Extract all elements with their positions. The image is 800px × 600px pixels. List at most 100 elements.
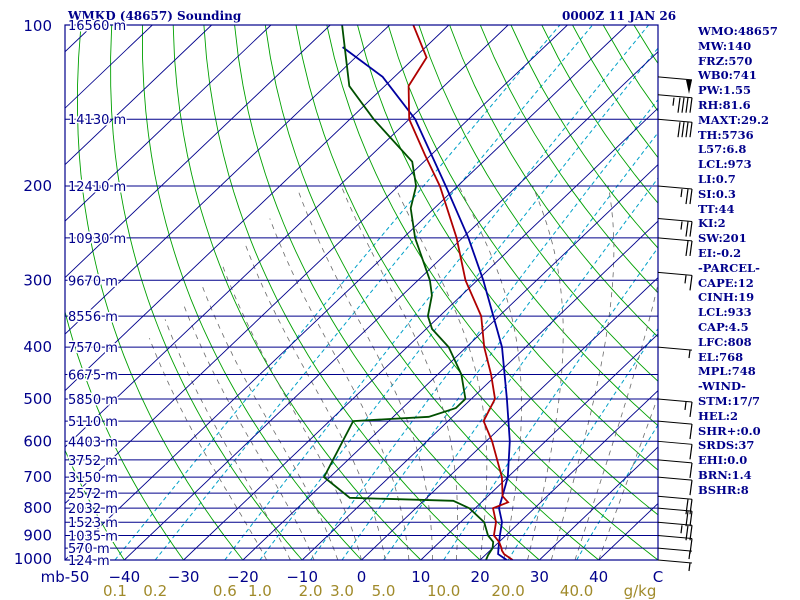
index-row: MAXT:29.2 <box>698 112 769 127</box>
isotherm <box>183 107 658 560</box>
wind-barb-feather <box>685 499 689 515</box>
moist-adiabat <box>164 319 291 560</box>
height-label: 3150 m <box>68 471 118 486</box>
index-row: RH:81.6 <box>698 97 751 112</box>
temperature-tick-label: −30 <box>168 568 200 586</box>
mixing-ratio-line <box>259 47 658 560</box>
height-label: 1035 m <box>68 530 118 545</box>
wind-barb-feather <box>689 401 693 418</box>
mixing-ratio-label: 5.0 <box>372 582 396 600</box>
index-row: TH:5736 <box>698 127 754 142</box>
index-row: FRZ:570 <box>698 53 753 68</box>
height-label: 12410 m <box>68 180 126 195</box>
pressure-labels: 100 200 300 400 500 600 700 800 900 1000 <box>14 17 52 568</box>
wind-barb-feather <box>689 240 693 256</box>
wind-barb-staff <box>657 185 693 190</box>
wind-barb-staff <box>657 507 693 512</box>
moist-adiabat <box>182 302 315 560</box>
temperature-tick-label: 0 <box>357 568 367 586</box>
index-row: SRDS:37 <box>698 438 755 453</box>
profiles <box>322 25 514 560</box>
wind-barb-staff <box>657 559 693 564</box>
wind-barb-feather <box>689 122 693 138</box>
height-label: 1523 m <box>68 516 118 531</box>
isotherms <box>65 25 658 560</box>
pressure-label: 100 <box>23 17 52 35</box>
height-label: 14130 m <box>68 113 126 128</box>
wind-barb-half-feather <box>688 562 691 572</box>
index-row: BRN:1.4 <box>698 467 752 482</box>
mixing-ratio-label: 0.1 <box>103 582 127 600</box>
moist-adiabat <box>244 242 386 560</box>
dry-adiabat <box>172 25 422 560</box>
height-label: 5110 m <box>68 415 118 430</box>
wind-barb-half-feather <box>680 221 683 230</box>
index-row: PW:1.55 <box>698 83 752 98</box>
wind-barb-half-feather <box>688 551 691 560</box>
temperature-tick-label: 40 <box>589 568 608 586</box>
moist-adiabat <box>298 191 434 560</box>
height-label: 10930 m <box>68 232 126 247</box>
temperature-trace <box>407 25 514 560</box>
wind-barb-feather <box>689 275 693 291</box>
index-row: CAPE:12 <box>698 275 754 290</box>
pressure-label: 400 <box>23 338 52 356</box>
temperature-tick-label: 20 <box>471 568 490 586</box>
wind-barb-feather <box>689 97 693 113</box>
wind-barb-feather <box>685 221 689 237</box>
temperature-tick-label: −40 <box>108 568 140 586</box>
isotherm <box>65 25 450 392</box>
isotherm <box>65 25 568 505</box>
pressure-label: 800 <box>23 499 52 517</box>
index-row: LFC:808 <box>698 334 752 349</box>
pressure-label: 900 <box>23 527 52 545</box>
wind-barb-staff <box>657 346 693 351</box>
height-label: 2032 m <box>68 502 118 517</box>
pressure-label: 300 <box>23 271 52 289</box>
wind-barb-feather <box>689 525 693 541</box>
wind-barb-staff <box>657 440 693 445</box>
dewpoint-trace <box>322 25 495 560</box>
wind-barbs <box>657 76 693 572</box>
index-row: -WIND- <box>698 379 746 394</box>
isotherm <box>479 389 658 560</box>
mixing-ratio-label: 0.2 <box>143 582 167 600</box>
pressure-label: 600 <box>23 432 52 450</box>
wind-barb-staff <box>657 521 693 526</box>
wind-barb-feather <box>685 240 689 256</box>
wind-barb-feather <box>681 97 685 113</box>
dry-adiabat <box>295 25 658 560</box>
isotherm <box>123 51 658 560</box>
valid-time: 0000Z 11 JAN 26 <box>562 9 676 23</box>
temperature-tick-label: C <box>653 568 663 586</box>
mixing-ratio-line <box>154 25 593 560</box>
isotherm <box>420 333 658 560</box>
wind-barb-half-feather <box>684 401 687 411</box>
height-label: 6675 m <box>68 368 118 383</box>
height-labels: 16560 m 14130 m 12410 m 10930 m 9670 m 8556 m… <box>67 18 128 571</box>
index-row: CAP:4.5 <box>698 319 749 334</box>
mixing-ratio-label: 0.6 <box>213 582 237 600</box>
index-row: MPL:748 <box>698 364 756 379</box>
index-row: LCL:973 <box>698 157 752 172</box>
wind-barb <box>657 507 693 527</box>
mixing-ratio-label: g/kg <box>624 582 657 600</box>
wind-barb-staff <box>657 398 693 403</box>
index-row: L57:6.8 <box>698 142 747 157</box>
temperature-tick-label: 30 <box>530 568 549 586</box>
mixing-ratio-line <box>224 25 649 560</box>
wind-barb-feather <box>689 480 693 496</box>
isotherm <box>539 446 658 560</box>
index-row: WB0:741 <box>698 68 757 83</box>
mixing-ratio-label: 20.0 <box>491 582 524 600</box>
wind-barb-staff <box>657 420 693 425</box>
wind-barb <box>657 346 693 359</box>
wind-barb-staff <box>657 94 693 99</box>
wind-barb-feather <box>677 97 681 113</box>
isotherm <box>65 25 390 335</box>
wind-barb <box>657 559 693 572</box>
mixing-ratio-line <box>114 25 561 560</box>
station-title: WMKD (48657) Sounding <box>67 9 242 23</box>
temperature-tick-label: 10 <box>411 568 430 586</box>
